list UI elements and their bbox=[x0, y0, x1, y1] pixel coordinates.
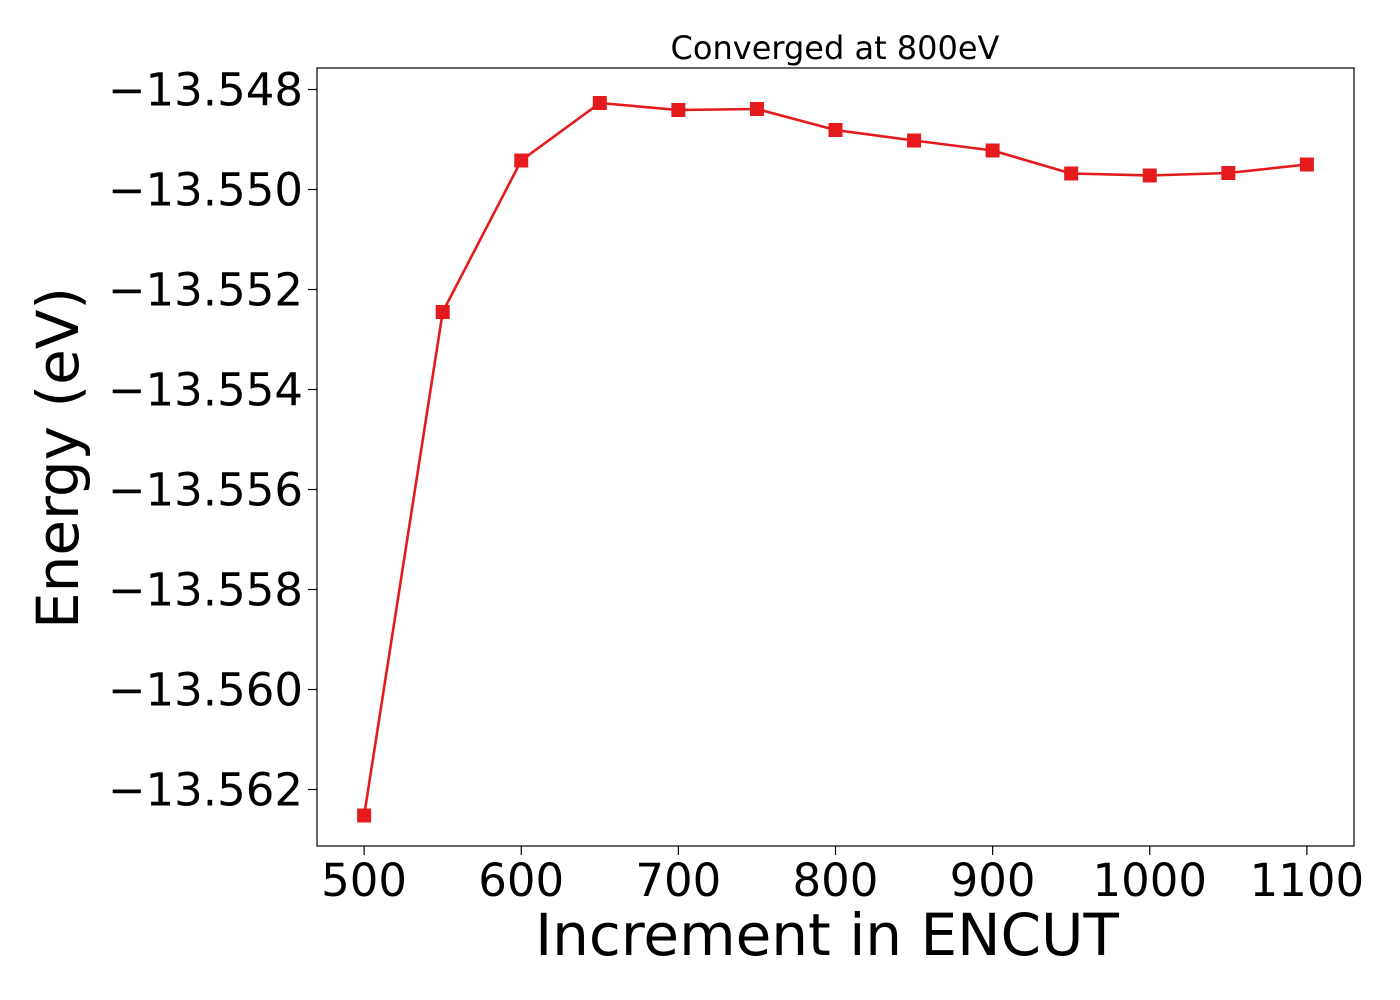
x-tick-label: 1100 bbox=[1250, 854, 1365, 907]
data-point-marker bbox=[749, 102, 764, 116]
x-tick-label: 700 bbox=[635, 854, 721, 907]
y-axis-ticks: −13.548 −13.550 −13.552 −13.554 −13.556 −13.5… bbox=[108, 64, 317, 817]
y-tick-label: −13.552 bbox=[108, 264, 303, 317]
data-point-marker bbox=[357, 808, 372, 823]
data-point-marker bbox=[1142, 168, 1157, 183]
series-line bbox=[362, 101, 1308, 816]
x-tick-label: 900 bbox=[950, 854, 1036, 907]
chart-title: Converged at 800eV bbox=[671, 29, 1000, 67]
y-tick-label: −13.560 bbox=[108, 664, 303, 717]
data-point-marker bbox=[985, 143, 1000, 158]
y-tick-label: −13.562 bbox=[108, 764, 303, 817]
plot-area-frame bbox=[316, 67, 1355, 847]
y-tick-label: −13.554 bbox=[108, 364, 303, 417]
y-tick-label: −13.558 bbox=[108, 564, 303, 617]
x-axis-label: Increment in ENCUT bbox=[535, 901, 1119, 969]
x-tick-label: 500 bbox=[321, 854, 407, 907]
x-axis-ticks: 500 600 700 800 900 1000 1100 bbox=[321, 846, 1364, 907]
data-point-marker bbox=[514, 153, 529, 168]
x-tick-label: 600 bbox=[478, 854, 564, 907]
data-point-marker bbox=[1064, 166, 1079, 181]
x-tick-label: 1000 bbox=[1092, 854, 1207, 907]
data-point-marker bbox=[592, 96, 607, 110]
y-tick-label: −13.556 bbox=[108, 464, 303, 517]
data-point-marker bbox=[907, 133, 922, 148]
series-layer bbox=[357, 96, 1314, 823]
data-point-marker bbox=[671, 103, 686, 117]
data-point-marker bbox=[435, 305, 450, 319]
data-point-marker bbox=[1299, 157, 1314, 172]
data-point-marker bbox=[828, 123, 843, 137]
y-tick-label: −13.548 bbox=[108, 64, 303, 117]
data-point-marker bbox=[1221, 166, 1236, 180]
y-axis-label: Energy (eV) bbox=[24, 287, 92, 629]
x-tick-label: 800 bbox=[793, 854, 879, 907]
y-tick-label: −13.550 bbox=[108, 164, 303, 217]
